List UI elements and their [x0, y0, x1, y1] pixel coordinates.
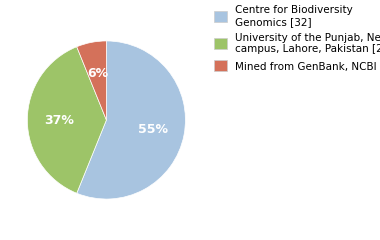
Wedge shape — [77, 41, 106, 120]
Text: 55%: 55% — [138, 123, 168, 136]
Wedge shape — [27, 47, 106, 193]
Text: 37%: 37% — [44, 114, 74, 126]
Legend: Centre for Biodiversity
Genomics [32], University of the Punjab, New
campus, Lah: Centre for Biodiversity Genomics [32], U… — [214, 5, 380, 71]
Text: 6%: 6% — [87, 67, 108, 80]
Wedge shape — [77, 41, 185, 199]
